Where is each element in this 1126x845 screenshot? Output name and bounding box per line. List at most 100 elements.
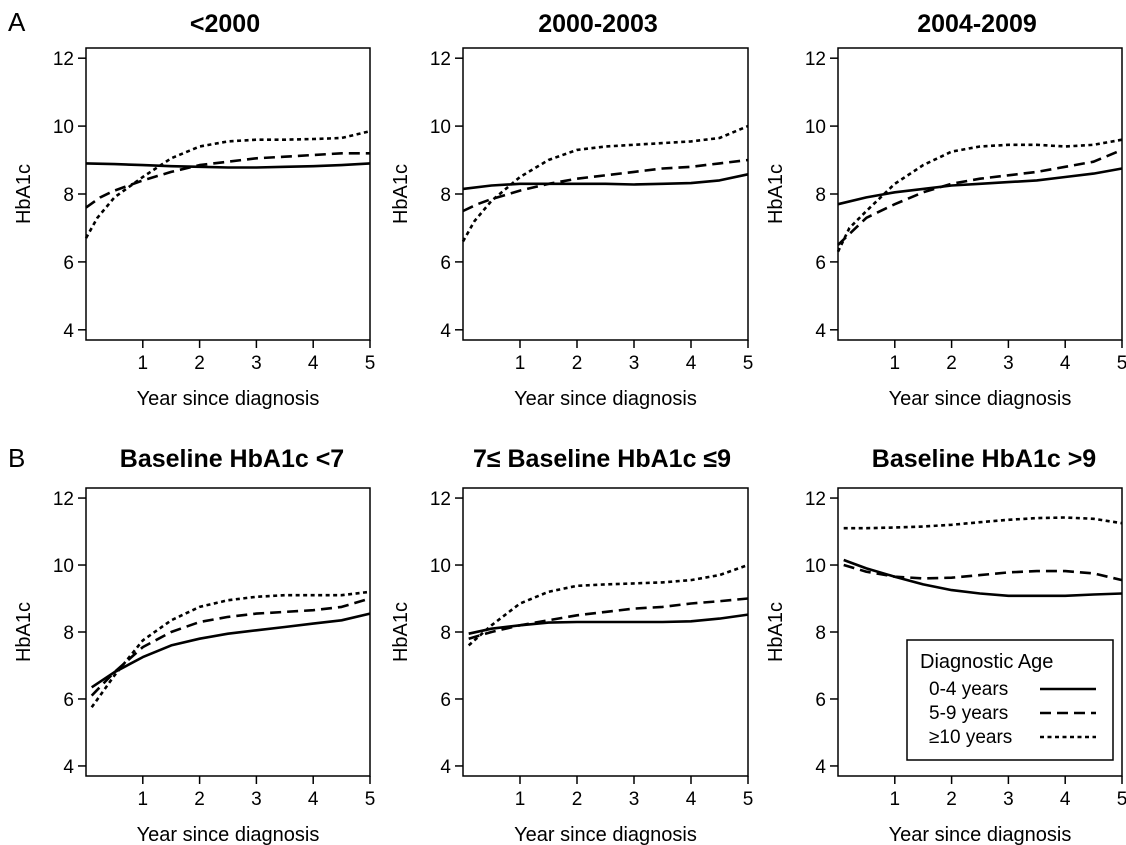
series-line-3 — [843, 516, 1123, 530]
x-tick-label: 5 — [365, 353, 376, 374]
x-tick-label: 3 — [1003, 789, 1014, 810]
series-line-1 — [843, 558, 1123, 598]
y-axis-label: HbA1c — [390, 164, 412, 224]
y-tick-label: 6 — [815, 253, 826, 274]
x-axis-label: Year since diagnosis — [889, 824, 1072, 845]
series-line-3 — [467, 563, 749, 647]
x-tick-label: 5 — [743, 353, 754, 374]
y-tick-label: 8 — [63, 185, 74, 206]
y-tick-label: 12 — [430, 49, 451, 70]
x-tick-label: 1 — [515, 789, 526, 810]
y-tick-label: 4 — [440, 321, 451, 342]
series-line-1 — [85, 162, 371, 169]
y-tick-label: 10 — [430, 117, 451, 138]
chart-title: 7≤ Baseline HbA1c ≤9 — [473, 445, 731, 473]
x-axis-label: Year since diagnosis — [514, 824, 697, 845]
panel-letter-b: B — [8, 443, 25, 473]
x-tick-label: 4 — [308, 353, 319, 374]
series-line-2 — [843, 563, 1123, 582]
x-tick-label: 2 — [572, 789, 583, 810]
legend-box — [906, 639, 1114, 761]
series-line-2 — [85, 152, 370, 209]
series-line-1 — [462, 173, 749, 191]
x-axis-label: Year since diagnosis — [137, 388, 320, 410]
series-line-3 — [90, 590, 371, 709]
x-tick-label: 4 — [308, 789, 319, 810]
y-axis-label: HbA1c — [765, 602, 787, 662]
y-tick-label: 4 — [63, 321, 74, 342]
y-tick-label: 12 — [53, 49, 74, 70]
y-tick-label: 10 — [430, 556, 451, 577]
x-tick-label: 4 — [1060, 789, 1071, 810]
y-tick-label: 8 — [63, 623, 74, 644]
y-tick-label: 12 — [430, 489, 451, 510]
series-line-2 — [468, 597, 749, 640]
x-tick-label: 1 — [890, 353, 901, 374]
y-tick-label: 8 — [440, 623, 451, 644]
plot-frame — [462, 487, 749, 777]
x-tick-label: 1 — [138, 789, 149, 810]
chart-title: 2000-2003 — [538, 10, 658, 38]
series-line-3 — [84, 129, 371, 239]
x-tick-label: 2 — [946, 353, 957, 374]
chart-title: Baseline HbA1c >9 — [872, 445, 1096, 473]
x-tick-label: 2 — [194, 353, 205, 374]
plot-frame — [462, 47, 749, 341]
x-axis-label: Year since diagnosis — [889, 388, 1072, 410]
y-tick-label: 10 — [805, 556, 826, 577]
x-axis-label: Year since diagnosis — [137, 824, 320, 845]
y-tick-label: 4 — [440, 757, 451, 778]
legend-label: ≥10 years — [929, 727, 1012, 748]
x-tick-label: 1 — [890, 789, 901, 810]
y-tick-label: 4 — [815, 757, 826, 778]
x-tick-label: 5 — [1117, 789, 1126, 810]
y-tick-label: 6 — [63, 253, 74, 274]
series-line-2 — [90, 597, 371, 697]
y-axis-label: HbA1c — [13, 602, 35, 662]
x-tick-label: 1 — [138, 353, 149, 374]
legend-title: Diagnostic Age — [920, 651, 1053, 673]
y-axis-label: HbA1c — [765, 164, 787, 224]
y-axis-label: HbA1c — [13, 164, 35, 224]
y-axis-label: HbA1c — [390, 602, 412, 662]
x-tick-label: 5 — [365, 789, 376, 810]
y-tick-label: 10 — [53, 556, 74, 577]
x-tick-label: 5 — [1117, 353, 1126, 374]
y-tick-label: 12 — [53, 489, 74, 510]
y-tick-label: 12 — [805, 489, 826, 510]
x-tick-label: 2 — [946, 789, 957, 810]
y-tick-label: 8 — [815, 185, 826, 206]
y-tick-label: 10 — [805, 117, 826, 138]
x-axis-label: Year since diagnosis — [514, 388, 697, 410]
plot-frame — [85, 487, 371, 777]
x-tick-label: 3 — [629, 353, 640, 374]
series-line-2 — [462, 158, 749, 213]
y-tick-label: 10 — [53, 117, 74, 138]
series-line-3 — [836, 138, 1123, 253]
legend-label: 5-9 years — [929, 703, 1008, 724]
x-tick-label: 3 — [251, 353, 262, 374]
chart-title: <2000 — [190, 10, 260, 38]
x-tick-label: 5 — [743, 789, 754, 810]
y-tick-label: 6 — [815, 690, 826, 711]
panel-letter-a: A — [8, 7, 26, 37]
x-tick-label: 4 — [686, 353, 697, 374]
x-tick-label: 3 — [1003, 353, 1014, 374]
series-line-1 — [90, 612, 371, 689]
chart-title: 2004-2009 — [917, 10, 1037, 38]
x-tick-label: 2 — [194, 789, 205, 810]
y-tick-label: 8 — [440, 185, 451, 206]
chart-title: Baseline HbA1c <7 — [120, 445, 344, 473]
x-tick-label: 4 — [686, 789, 697, 810]
y-tick-label: 6 — [440, 253, 451, 274]
legend-label: 0-4 years — [929, 679, 1008, 700]
y-tick-label: 12 — [805, 49, 826, 70]
y-tick-label: 8 — [815, 623, 826, 644]
